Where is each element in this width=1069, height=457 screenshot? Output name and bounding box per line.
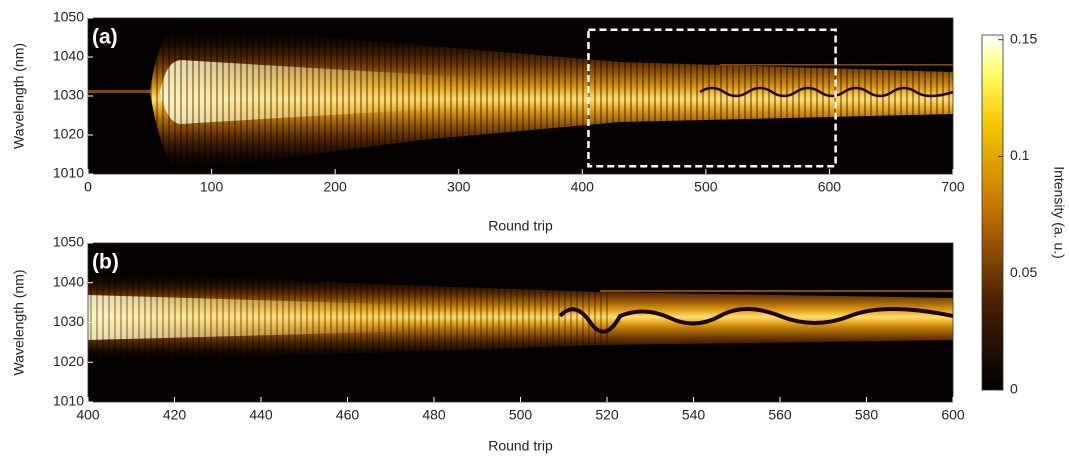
y-tick-label: 1030 bbox=[53, 313, 84, 329]
colorbar-tick-label: 0.15 bbox=[1010, 30, 1037, 46]
x-axis-label: Round trip bbox=[488, 438, 553, 454]
y-axis-label: Wavelength (nm) bbox=[11, 269, 27, 375]
x-tick-label: 400 bbox=[76, 407, 100, 423]
y-tick-label: 1010 bbox=[53, 165, 84, 181]
x-tick-label: 500 bbox=[694, 179, 718, 195]
x-axis-label: Round trip bbox=[488, 218, 553, 234]
y-tick-label: 1050 bbox=[53, 234, 84, 250]
heatmap-a bbox=[88, 18, 954, 174]
colorbar bbox=[981, 34, 1004, 391]
x-tick-label: 460 bbox=[336, 407, 360, 423]
y-tick-label: 1020 bbox=[53, 353, 84, 369]
x-tick-label: 560 bbox=[768, 407, 792, 423]
y-tick-label: 1040 bbox=[53, 273, 84, 289]
x-tick-label: 300 bbox=[447, 179, 471, 195]
x-tick-label: 440 bbox=[249, 407, 273, 423]
x-tick-label: 100 bbox=[200, 179, 224, 195]
y-tick-label: 1020 bbox=[53, 126, 84, 142]
x-tick-label: 500 bbox=[509, 407, 533, 423]
x-tick-label: 540 bbox=[682, 407, 706, 423]
x-tick-label: 480 bbox=[422, 407, 446, 423]
heatmap-b bbox=[88, 243, 954, 402]
colorbar-label: Intensity (a. u.) bbox=[1051, 166, 1067, 259]
y-tick-label: 1050 bbox=[53, 9, 84, 25]
colorbar-tick-label: 0.05 bbox=[1010, 264, 1037, 280]
x-tick-label: 200 bbox=[323, 179, 347, 195]
x-tick-label: 520 bbox=[595, 407, 619, 423]
y-tick-label: 1040 bbox=[53, 48, 84, 64]
y-axis-label: Wavelength (nm) bbox=[11, 43, 27, 149]
x-tick-label: 420 bbox=[163, 407, 187, 423]
x-tick-label: 0 bbox=[84, 179, 92, 195]
panel-label: (b) bbox=[92, 251, 119, 274]
x-tick-label: 600 bbox=[818, 179, 842, 195]
y-tick-label: 1010 bbox=[53, 393, 84, 409]
x-tick-label: 580 bbox=[855, 407, 879, 423]
colorbar-tick-label: 0.1 bbox=[1010, 147, 1030, 163]
x-tick-label: 700 bbox=[941, 179, 965, 195]
x-tick-label: 400 bbox=[571, 179, 595, 195]
x-tick-label: 600 bbox=[941, 407, 965, 423]
highlight-box bbox=[587, 28, 837, 168]
colorbar-tick-label: 0 bbox=[1010, 381, 1018, 397]
panel-label: (a) bbox=[92, 26, 118, 49]
y-tick-label: 1030 bbox=[53, 87, 84, 103]
